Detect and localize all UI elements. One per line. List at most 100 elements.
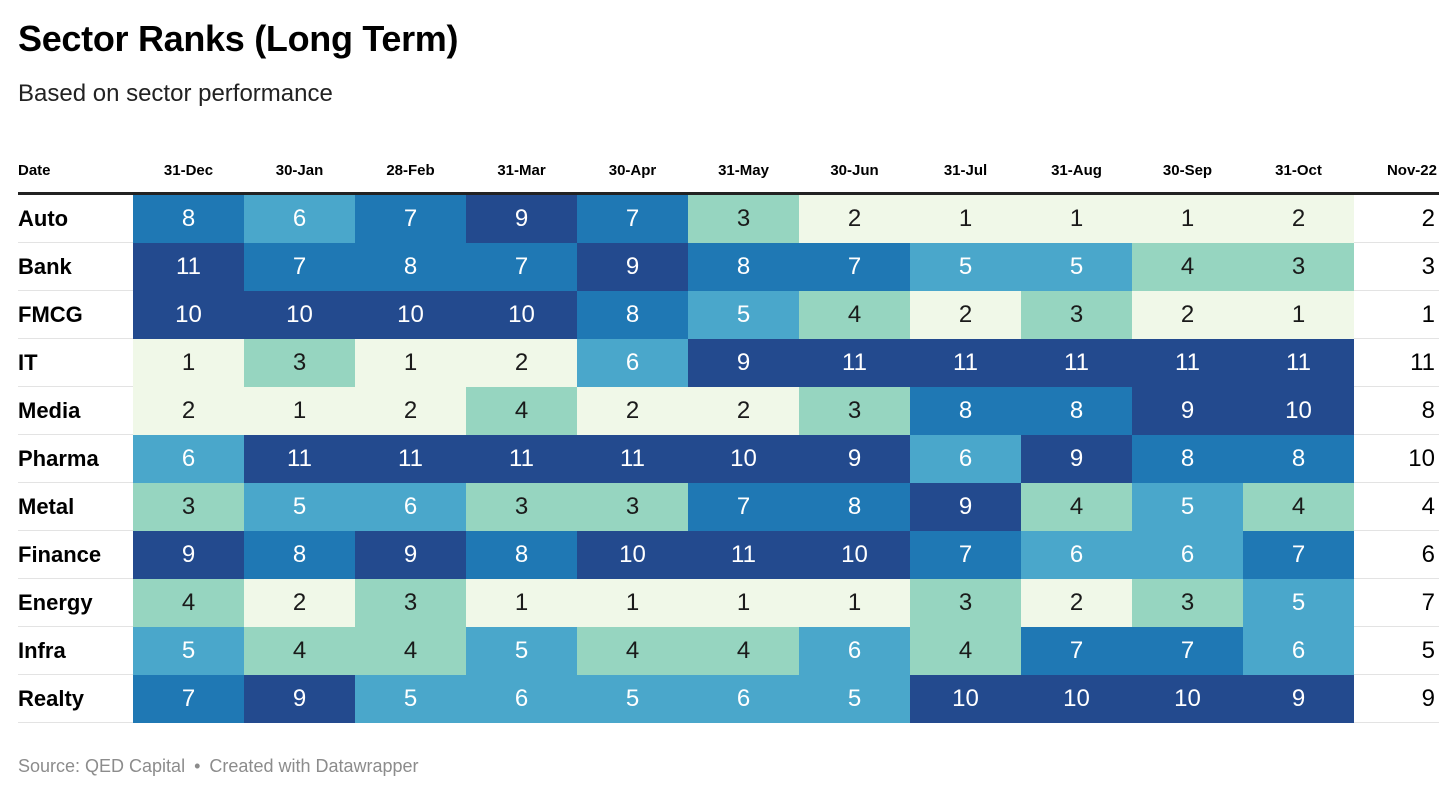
- table-row: Bank 11 7 8 7 9 8 7 5 5 4 3 3: [18, 242, 1439, 291]
- heat-cell: 11: [1132, 338, 1243, 387]
- heat-cell: 5: [1021, 242, 1132, 291]
- heat-cell: 11: [910, 338, 1021, 387]
- heat-cell: 11: [1021, 338, 1132, 387]
- heat-cell: 8: [466, 530, 577, 579]
- heat-cell: 3: [1132, 578, 1243, 627]
- heat-cell: 7: [799, 242, 910, 291]
- heat-cell: 10: [688, 434, 799, 483]
- heat-cell: 5: [244, 482, 355, 531]
- column-header-last: Nov-22: [1354, 148, 1439, 195]
- footer-separator: •: [194, 756, 201, 776]
- row-label: Auto: [18, 193, 133, 243]
- heat-cell: 10: [244, 290, 355, 339]
- heat-cell: 2: [688, 386, 799, 435]
- column-header: 31-Oct: [1243, 148, 1354, 195]
- heat-cell: 6: [466, 674, 577, 723]
- heat-cell: 6: [1132, 530, 1243, 579]
- table-row: Metal 3 5 6 3 3 7 8 9 4 5 4 4: [18, 482, 1439, 531]
- heat-cell: 6: [688, 674, 799, 723]
- heat-cell: 5: [466, 626, 577, 675]
- heat-cell: 7: [688, 482, 799, 531]
- heat-cell: 1: [910, 193, 1021, 243]
- source-text: Source: QED Capital: [18, 756, 186, 776]
- heat-cell: 3: [577, 482, 688, 531]
- heat-cell: 8: [910, 386, 1021, 435]
- last-rank-cell: 2: [1354, 193, 1439, 243]
- heat-cell: 5: [355, 674, 466, 723]
- heat-cell: 10: [910, 674, 1021, 723]
- column-header: 31-Jul: [910, 148, 1021, 195]
- row-label: IT: [18, 338, 133, 387]
- heat-cell: 8: [799, 482, 910, 531]
- heat-cell: 5: [1243, 578, 1354, 627]
- heat-cell: 10: [133, 290, 244, 339]
- heat-cell: 1: [1132, 193, 1243, 243]
- column-header: 31-Dec: [133, 148, 244, 195]
- heat-cell: 2: [1132, 290, 1243, 339]
- heat-cell: 4: [799, 290, 910, 339]
- heat-cell: 4: [577, 626, 688, 675]
- heat-cell: 2: [799, 193, 910, 243]
- table-row: Finance 9 8 9 8 10 11 10 7 6 6 7 6: [18, 530, 1439, 579]
- heat-cell: 11: [577, 434, 688, 483]
- heat-cell: 3: [355, 578, 466, 627]
- credit-text: Created with Datawrapper: [209, 756, 419, 776]
- heat-cell: 10: [799, 530, 910, 579]
- heat-cell: 7: [1021, 626, 1132, 675]
- heat-cell: 4: [244, 626, 355, 675]
- last-rank-cell: 9: [1354, 674, 1439, 723]
- heat-cell: 11: [355, 434, 466, 483]
- heat-cell: 9: [1021, 434, 1132, 483]
- heat-cell: 3: [1021, 290, 1132, 339]
- row-header-date: Date: [18, 148, 133, 195]
- row-label: FMCG: [18, 290, 133, 339]
- row-label: Metal: [18, 482, 133, 531]
- heat-cell: 8: [1243, 434, 1354, 483]
- heat-cell: 1: [1021, 193, 1132, 243]
- column-header: 31-May: [688, 148, 799, 195]
- heat-cell: 9: [1132, 386, 1243, 435]
- heat-cell: 6: [355, 482, 466, 531]
- chart-title: Sector Ranks (Long Term): [18, 18, 459, 59]
- column-header: 31-Aug: [1021, 148, 1132, 195]
- heat-cell: 5: [910, 242, 1021, 291]
- heat-cell: 2: [244, 578, 355, 627]
- heat-cell: 7: [133, 674, 244, 723]
- heat-cell: 2: [577, 386, 688, 435]
- heat-cell: 10: [355, 290, 466, 339]
- last-rank-cell: 5: [1354, 626, 1439, 675]
- row-label: Media: [18, 386, 133, 435]
- heat-cell: 3: [799, 386, 910, 435]
- heat-cell: 7: [244, 242, 355, 291]
- heat-cell: 5: [577, 674, 688, 723]
- chart-subtitle: Based on sector performance: [18, 80, 333, 107]
- heat-cell: 3: [910, 578, 1021, 627]
- row-label: Infra: [18, 626, 133, 675]
- heat-cell: 7: [1243, 530, 1354, 579]
- heat-cell: 4: [133, 578, 244, 627]
- heat-cell: 7: [466, 242, 577, 291]
- heat-cell: 1: [1243, 290, 1354, 339]
- heat-cell: 6: [910, 434, 1021, 483]
- last-rank-cell: 6: [1354, 530, 1439, 579]
- heat-cell: 9: [244, 674, 355, 723]
- last-rank-cell: 7: [1354, 578, 1439, 627]
- table-row: Realty 7 9 5 6 5 6 5 10 10 10 9 9: [18, 674, 1439, 723]
- heat-cell: 11: [133, 242, 244, 291]
- column-header: 30-Apr: [577, 148, 688, 195]
- heat-cell: 9: [688, 338, 799, 387]
- column-header: 28-Feb: [355, 148, 466, 195]
- heat-cell: 1: [688, 578, 799, 627]
- table-row: Pharma 6 11 11 11 11 10 9 6 9 8 8 10: [18, 434, 1439, 483]
- header-row: Date 31-Dec 30-Jan 28-Feb 31-Mar 30-Apr 31-Ma…: [18, 148, 1439, 195]
- row-label: Bank: [18, 242, 133, 291]
- heat-cell: 7: [577, 193, 688, 243]
- row-label: Pharma: [18, 434, 133, 483]
- heat-cell: 5: [688, 290, 799, 339]
- heat-cell: 8: [577, 290, 688, 339]
- last-rank-cell: 8: [1354, 386, 1439, 435]
- heat-cell: 1: [799, 578, 910, 627]
- heat-cell: 8: [688, 242, 799, 291]
- last-rank-cell: 4: [1354, 482, 1439, 531]
- heat-cell: 5: [133, 626, 244, 675]
